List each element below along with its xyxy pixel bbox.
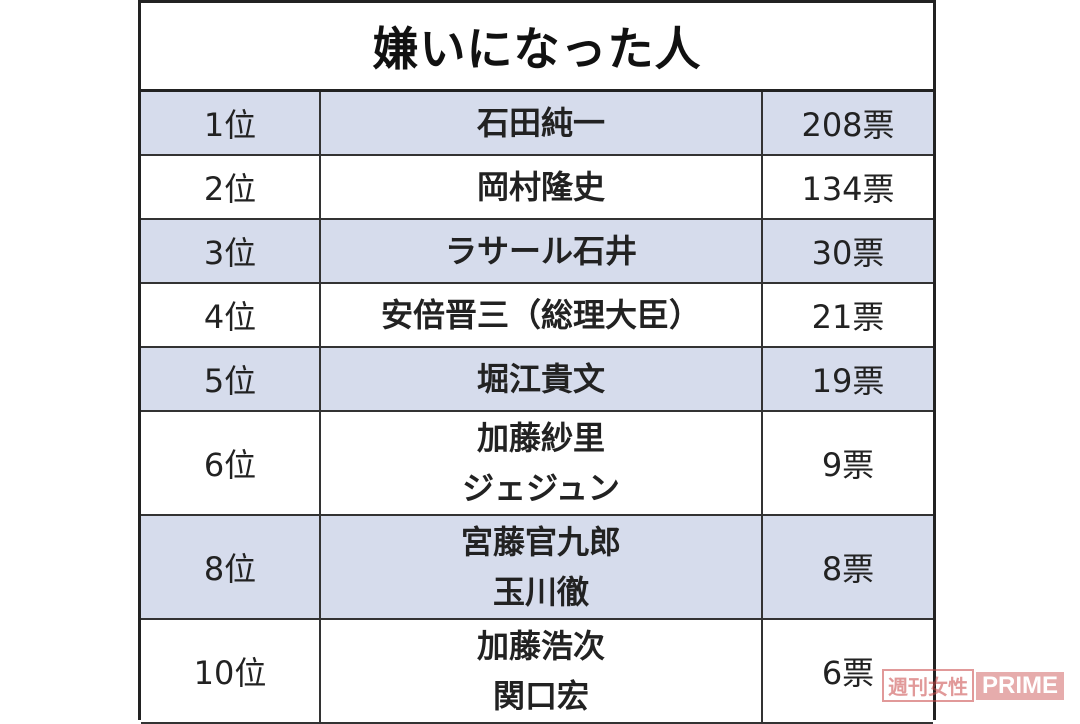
person-name: 玉川徹 <box>492 573 589 611</box>
table-row: 4位 安倍晋三（総理大臣） 21票 <box>141 284 933 348</box>
rank-cell: 10位 <box>141 620 321 722</box>
watermark-prime: PRIME <box>975 671 1064 700</box>
votes-cell: 8票 <box>821 550 875 588</box>
table-body: 1位 石田純一 208票 2位 岡村隆史 134票 3位 ラサール石井 30票 4位 安倍晋三（総理… <box>141 92 933 724</box>
votes-cell: 6票 <box>821 654 875 692</box>
rank-cell: 5位 <box>141 348 321 410</box>
person-name: 加藤紗里 <box>476 419 605 457</box>
votes-cell: 30票 <box>811 234 885 272</box>
person-name: 関口宏 <box>492 677 589 715</box>
table-row: 10位 加藤浩次 関口宏 6票 <box>141 620 933 724</box>
votes-cell: 134票 <box>801 170 895 208</box>
votes-cell: 9票 <box>821 446 875 484</box>
name-cell: 加藤浩次 関口宏 <box>321 620 763 722</box>
votes-cell: 208票 <box>801 106 895 144</box>
votes-cell: 19票 <box>811 362 885 400</box>
name-cell: 石田純一 <box>321 92 763 154</box>
publisher-watermark: 週刊女性 PRIME <box>881 669 1064 702</box>
table-row: 3位 ラサール石井 30票 <box>141 220 933 284</box>
rank-cell: 8位 <box>141 516 321 618</box>
person-name: 加藤浩次 <box>476 627 605 665</box>
votes-cell: 21票 <box>811 298 885 336</box>
table-row: 5位 堀江貴文 19票 <box>141 348 933 412</box>
rank-cell: 4位 <box>141 284 321 346</box>
table-row: 6位 加藤紗里 ジェジュン 9票 <box>141 412 933 516</box>
name-cell: 岡村隆史 <box>321 156 763 218</box>
table-row: 8位 宮藤官九郎 玉川徹 8票 <box>141 516 933 620</box>
watermark-label: 週刊女性 <box>881 669 974 702</box>
person-name: ラサール石井 <box>444 232 637 270</box>
name-cell: ラサール石井 <box>321 220 763 282</box>
person-name: 安倍晋三（総理大臣） <box>380 296 701 334</box>
rank-cell: 3位 <box>141 220 321 282</box>
person-name: 宮藤官九郎 <box>460 523 621 561</box>
table-title: 嫌いになった人 <box>141 0 933 92</box>
person-name: 石田純一 <box>476 104 605 142</box>
rank-cell: 1位 <box>141 92 321 154</box>
ranking-table: 嫌いになった人 1位 石田純一 208票 2位 岡村隆史 134票 3位 ラサール石井 30票 4… <box>138 0 936 724</box>
table-row: 2位 岡村隆史 134票 <box>141 156 933 220</box>
person-name: 岡村隆史 <box>476 168 605 206</box>
rank-cell: 6位 <box>141 412 321 514</box>
name-cell: 堀江貴文 <box>321 348 763 410</box>
name-cell: 加藤紗里 ジェジュン <box>321 412 763 514</box>
person-name: ジェジュン <box>462 469 620 507</box>
person-name: 堀江貴文 <box>476 360 605 398</box>
name-cell: 宮藤官九郎 玉川徹 <box>321 516 763 618</box>
table-row: 1位 石田純一 208票 <box>141 92 933 156</box>
name-cell: 安倍晋三（総理大臣） <box>321 284 763 346</box>
rank-cell: 2位 <box>141 156 321 218</box>
